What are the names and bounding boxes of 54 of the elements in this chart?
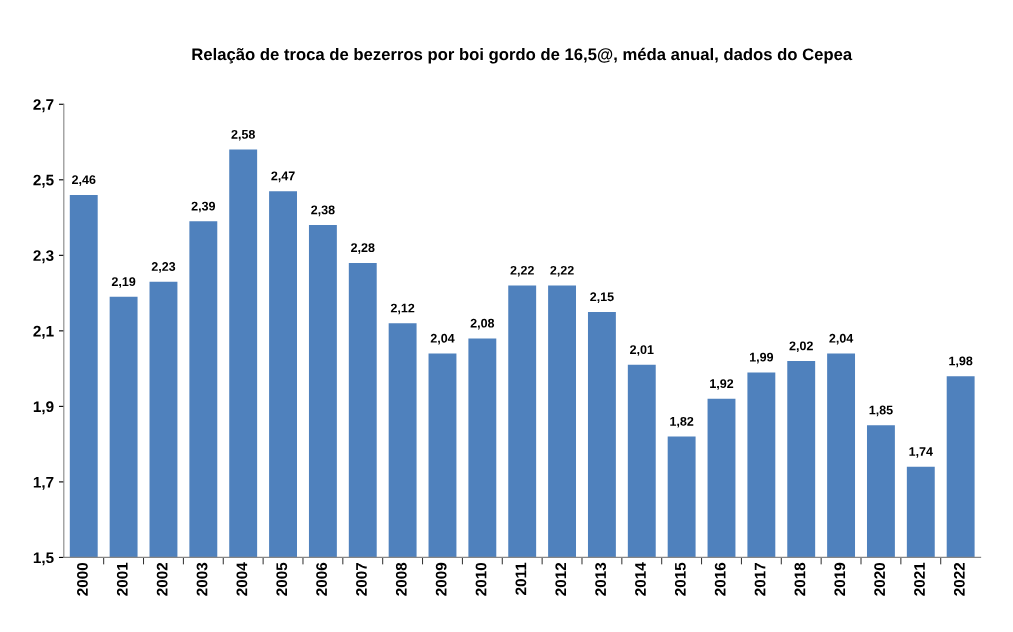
x-tick-label: 2018 (794, 562, 806, 596)
x-tick-label: 2022 (953, 562, 965, 596)
x-tick-label: 2005 (276, 562, 288, 596)
data-label: 1,99 (749, 352, 774, 364)
x-tick-label: 2015 (674, 562, 686, 596)
data-label: 2,28 (351, 243, 375, 254)
data-label: 1,74 (909, 447, 933, 458)
data-label: 2,15 (590, 292, 614, 303)
data-label: 2,12 (390, 303, 415, 315)
x-tick-label: 2008 (395, 562, 407, 596)
data-label: 2,58 (231, 129, 255, 141)
x-tick-label: 2020 (874, 562, 886, 596)
x-tick-label: 2004 (236, 562, 248, 596)
x-tick-label: 2014 (635, 562, 646, 596)
x-tick-label: 2003 (196, 562, 208, 596)
y-tick-label: 2,3 (33, 250, 54, 264)
x-tick-label: 2011 (515, 562, 527, 595)
x-tick-label: 2016 (714, 562, 726, 596)
chart-title: Relação de troca de bezerros por boi gordo de 16,5@, méda anual, dados do Cepea (192, 47, 853, 64)
data-label: 2,39 (191, 201, 216, 213)
data-label: 2,46 (72, 175, 96, 186)
data-label: 2,47 (271, 171, 295, 183)
y-tick-label: 1,9 (33, 401, 54, 415)
x-tick-label: 2010 (475, 562, 487, 596)
data-label: 2,08 (470, 318, 495, 330)
data-label: 2,22 (510, 265, 534, 277)
x-tick-label: 2021 (914, 562, 925, 596)
x-tick-label: 2006 (316, 562, 328, 596)
y-tick-label: 2,1 (33, 325, 54, 339)
x-tick-label: 2013 (595, 562, 607, 596)
y-tick-label: 1,5 (33, 552, 54, 566)
x-tick-label: 2012 (555, 562, 567, 596)
data-label: 2,04 (430, 333, 455, 345)
data-label: 1,82 (670, 416, 694, 428)
data-label: 1,98 (949, 356, 973, 368)
data-label: 2,04 (829, 333, 854, 345)
data-label: 1,85 (869, 405, 893, 417)
data-label: 2,38 (311, 205, 335, 217)
y-tick-label: 2,7 (33, 99, 54, 113)
x-tick-label: 2017 (754, 562, 766, 596)
y-tick-label: 2,5 (33, 174, 54, 188)
data-label: 2,19 (111, 277, 136, 288)
y-tick-label: 1,7 (33, 476, 54, 490)
x-tick-label: 2000 (77, 562, 88, 596)
x-tick-label: 2019 (834, 562, 846, 596)
data-label: 2,01 (630, 345, 654, 356)
x-tick-label: 2009 (435, 562, 447, 596)
data-label: 1,92 (710, 379, 734, 390)
x-tick-label: 2002 (156, 562, 168, 596)
data-label: 2,23 (151, 262, 176, 273)
data-label: 2,02 (789, 341, 813, 353)
x-tick-label: 2001 (116, 562, 128, 596)
data-label: 2,22 (550, 265, 574, 277)
x-tick-label: 2007 (356, 562, 367, 596)
